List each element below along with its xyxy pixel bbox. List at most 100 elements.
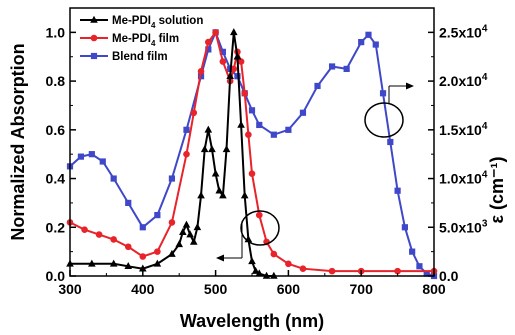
data-point [140, 253, 147, 260]
legend-item-1: Me-PDI4 solution [80, 15, 203, 30]
data-point [201, 145, 209, 152]
data-point [249, 107, 255, 113]
data-point [256, 122, 262, 128]
data-point [241, 191, 249, 198]
data-point [154, 248, 161, 255]
data-point [198, 68, 205, 75]
data-point [380, 90, 386, 96]
data-point [237, 121, 245, 128]
legend-item-2: Me-PDI4 film [80, 33, 179, 48]
x-tick-label: 400 [131, 281, 155, 297]
data-point [365, 32, 371, 38]
y-axis-title-left: Normalized Absorption [8, 43, 28, 240]
legend-swatch-marker [91, 53, 97, 59]
series-line-1 [70, 32, 274, 276]
data-point [78, 154, 84, 160]
data-point [212, 169, 220, 176]
data-point [208, 145, 216, 152]
data-point [329, 268, 336, 275]
plot-frame [70, 8, 434, 276]
y-right-tick-label: 1.5x104 [439, 121, 488, 138]
legend-label: Me-PDI4 film [112, 33, 179, 48]
legend: Me-PDI4 solution Me-PDI4 film Blend film [80, 15, 203, 63]
x-tick-label: 600 [277, 281, 301, 297]
data-point [387, 139, 393, 145]
data-point [249, 170, 256, 177]
y-right-tick-label: 2.0x104 [439, 72, 488, 89]
annotation-circle-right [365, 103, 403, 137]
data-point [205, 126, 213, 133]
annotation-arrow-left-head [216, 255, 224, 262]
data-point [154, 212, 160, 218]
data-point [175, 240, 183, 247]
data-point [194, 223, 202, 230]
legend-item-3: Blend film [80, 51, 168, 63]
data-point [300, 110, 306, 116]
data-point [81, 226, 88, 233]
data-point [169, 175, 175, 181]
data-point [205, 39, 212, 46]
data-point [300, 265, 307, 272]
x-tick-label: 700 [350, 281, 374, 297]
y-left-tick-label: 0.4 [46, 171, 66, 187]
data-point [230, 28, 238, 35]
legend-label: Blend film [112, 51, 168, 63]
data-point [169, 219, 176, 226]
data-point [96, 231, 103, 238]
data-point [125, 243, 132, 250]
y-left-tick-label: 0.2 [46, 219, 66, 235]
data-point [183, 151, 190, 158]
series-line-3 [70, 32, 434, 276]
data-point [373, 41, 379, 47]
data-point [271, 132, 277, 138]
data-point [212, 29, 219, 36]
data-point [395, 188, 401, 194]
data-point [215, 187, 223, 194]
data-point [89, 151, 95, 157]
data-point [140, 224, 146, 230]
data-point [110, 236, 117, 243]
data-point [409, 249, 415, 255]
y-axis-title-right: ε (cm⁻¹) [487, 156, 507, 223]
y-right-tick-label: 5.0x103 [439, 218, 488, 235]
data-point [111, 175, 117, 181]
series-2 [67, 29, 438, 274]
data-point [197, 191, 205, 198]
x-tick-label: 500 [204, 281, 228, 297]
legend-swatch-marker [91, 35, 98, 42]
data-point [183, 221, 191, 228]
data-point [285, 261, 292, 268]
data-point [125, 200, 131, 206]
data-point [220, 58, 227, 65]
data-point [271, 251, 278, 258]
data-point [100, 158, 106, 164]
data-point [190, 109, 197, 116]
data-point [248, 257, 256, 264]
series-layer [66, 28, 437, 279]
y-left-tick-label: 0.6 [46, 122, 66, 138]
series-3 [67, 29, 437, 279]
data-point [186, 230, 194, 237]
data-point [358, 39, 364, 45]
data-point [223, 145, 231, 152]
data-point [285, 127, 291, 133]
data-point [314, 83, 320, 89]
data-point [329, 63, 335, 69]
data-point [344, 66, 350, 72]
y-left-tick-label: 1.0 [46, 24, 66, 40]
y-left-tick-label: 0.8 [46, 73, 66, 89]
data-point [245, 131, 252, 138]
data-point [241, 90, 248, 97]
data-point [179, 228, 187, 235]
y-right-tick-label: 0.0 [439, 268, 459, 284]
data-point [416, 263, 422, 269]
data-point [183, 127, 189, 133]
annotation-arrow-right-head [406, 83, 414, 90]
legend-label: Me-PDI4 solution [112, 15, 203, 30]
x-axis-title: Wavelength (nm) [180, 311, 324, 331]
series-1 [66, 28, 277, 279]
data-point [402, 224, 408, 230]
y-right-tick-label: 2.5x104 [439, 23, 488, 40]
y-left-tick-label: 0.0 [46, 268, 66, 284]
